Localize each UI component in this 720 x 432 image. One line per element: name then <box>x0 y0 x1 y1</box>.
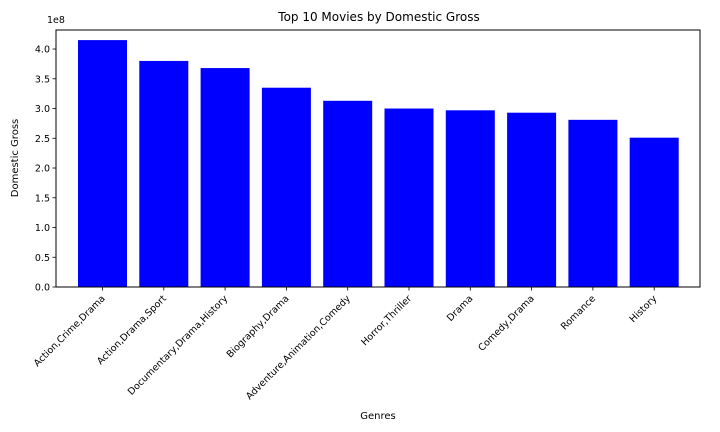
bar-2 <box>200 68 250 288</box>
x-tick-label-9: History <box>628 293 660 325</box>
y-axis-offset-label: 1e8 <box>47 15 65 26</box>
y-tick-label-2: 1.0 <box>35 223 50 234</box>
bar-0 <box>78 40 127 287</box>
x-axis: Action,Crime,DramaAction,Drama,SportDocu… <box>32 287 660 402</box>
y-axis: 0.0 0.5 1.0 1.5 2.0 2.5 3.0 3.5 4.0 <box>35 45 56 294</box>
x-tick-label-8: Romance <box>559 293 598 332</box>
chart-title: Top 10 Movies by Domestic Gross <box>277 10 479 24</box>
x-tick-label-6: Drama <box>445 293 475 323</box>
bar-3 <box>261 87 311 287</box>
y-axis-label: Domestic Gross <box>10 119 21 197</box>
x-axis-label: Genres <box>360 411 396 422</box>
bar-1 <box>139 60 189 288</box>
y-tick-label-4: 2.0 <box>35 164 50 175</box>
x-tick-label-3: Biography,Drama <box>225 293 292 360</box>
bar-7 <box>507 112 557 287</box>
bar-5 <box>384 108 434 288</box>
x-tick-label-4: Adventure,Animation,Comedy <box>244 293 353 402</box>
y-tick-label-7: 3.5 <box>35 74 50 85</box>
y-tick-label-1: 0.5 <box>35 253 50 264</box>
x-tick-label-5: Horror,Thriller <box>359 293 414 348</box>
x-tick-label-2: Documentary,Drama,History <box>126 293 231 398</box>
y-tick-label-8: 4.0 <box>35 45 50 56</box>
bar-6 <box>445 110 495 287</box>
y-tick-label-6: 3.0 <box>35 104 50 115</box>
bar-8 <box>568 119 618 287</box>
y-tick-label-0: 0.0 <box>35 283 50 294</box>
plot-frame <box>55 29 701 288</box>
y-tick-label-3: 1.5 <box>35 193 50 204</box>
bar-4 <box>323 100 373 288</box>
bar-9 <box>629 137 679 287</box>
x-tick-label-7: Comedy,Drama <box>476 293 536 353</box>
x-tick-label-1: Action,Drama,Sport <box>95 293 169 367</box>
bars-group <box>78 40 679 288</box>
y-tick-label-5: 2.5 <box>35 134 50 145</box>
